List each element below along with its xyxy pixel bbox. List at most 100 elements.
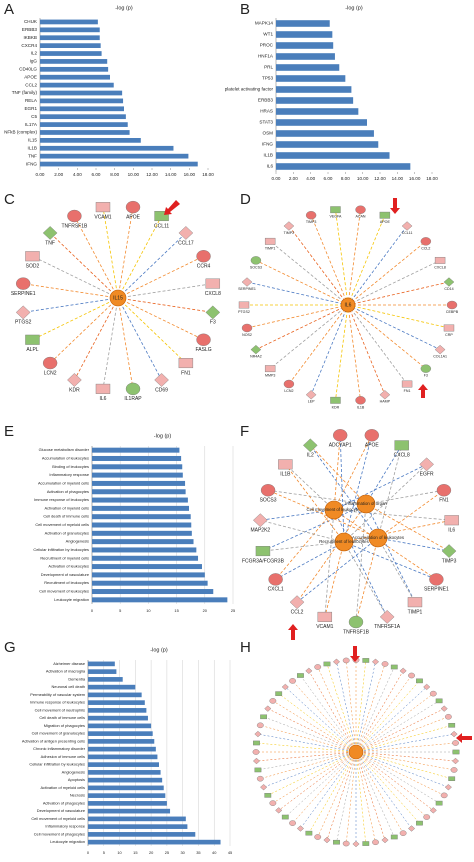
edge	[275, 541, 345, 580]
y-tick-label: Cell movement of myeloid cells	[35, 522, 89, 527]
edge	[262, 537, 379, 552]
x-tick-label: 4.00	[73, 172, 82, 177]
y-tick-label: Angiogenesis	[62, 769, 85, 774]
x-tick-label: 0	[91, 608, 94, 613]
node	[450, 767, 458, 773]
bar	[276, 64, 340, 71]
node-label: CCL11	[402, 231, 413, 235]
edge	[355, 751, 376, 843]
node-label: TIMP1	[408, 610, 423, 616]
edge	[272, 751, 357, 804]
edge	[285, 464, 345, 543]
hub-label: IL6	[345, 302, 352, 308]
chart-title: -log (p)	[345, 5, 363, 11]
edge	[355, 661, 376, 753]
bar	[40, 27, 100, 33]
y-tick-label: TP53	[262, 76, 273, 81]
node	[125, 200, 141, 214]
x-tick-label: 18.00	[426, 176, 438, 181]
edge	[310, 445, 367, 505]
node-label: ADCYAP1	[329, 443, 352, 449]
node-label: HAMP	[380, 400, 391, 404]
bar	[88, 793, 166, 798]
y-tick-label: Activation of myeloid cells	[44, 505, 89, 510]
y-tick-label: Development of vasculature	[41, 572, 89, 577]
node-label: IL1RAP	[124, 396, 142, 402]
node-label: VCAM1	[316, 624, 333, 630]
node	[154, 373, 169, 387]
node-label: IL1B	[280, 472, 291, 478]
panel-label: C	[4, 191, 15, 208]
edge	[343, 541, 437, 580]
node-label: COL1A1	[433, 355, 447, 359]
y-tick-label: platelet activating factor	[225, 87, 274, 92]
bar	[276, 108, 359, 115]
node-label: EGFR	[420, 472, 434, 478]
node	[364, 429, 380, 442]
bar	[88, 824, 188, 829]
node	[269, 800, 277, 806]
edge	[347, 304, 386, 395]
edge	[326, 751, 357, 841]
edge	[333, 463, 427, 511]
node	[330, 396, 341, 404]
edge	[310, 215, 349, 306]
y-tick-label: STAT3	[259, 120, 273, 125]
edge	[355, 751, 449, 788]
y-tick-label: IL6	[267, 164, 274, 169]
edge	[355, 708, 445, 753]
y-tick-label: C5	[31, 114, 37, 119]
node	[435, 800, 443, 806]
y-tick-label: Cell movement of granulocytes	[32, 731, 85, 736]
y-tick-label: Immune response of leukocytes	[30, 700, 85, 705]
y-tick-label: Dementia	[68, 676, 85, 681]
edge	[355, 751, 445, 796]
bar	[40, 161, 198, 167]
y-tick-label: Cellular infiltration by leukocytes	[33, 547, 89, 552]
edge	[335, 209, 349, 306]
node	[42, 356, 58, 370]
x-tick-label: 0	[87, 850, 90, 855]
node	[381, 661, 389, 667]
edge	[272, 700, 357, 753]
panel-label: G	[4, 639, 16, 656]
bar	[92, 489, 186, 495]
node	[419, 457, 434, 472]
node	[178, 358, 194, 369]
bar	[92, 505, 190, 511]
node-label: FN1	[439, 498, 449, 504]
node-label: TIMP3	[306, 220, 317, 224]
edge	[296, 537, 379, 603]
bar	[276, 86, 352, 93]
node	[423, 683, 431, 691]
edge	[309, 445, 379, 539]
arrow	[288, 624, 298, 640]
bar	[92, 589, 214, 595]
edge	[355, 751, 434, 811]
node	[333, 839, 340, 845]
node-label: IL1B	[357, 405, 365, 409]
y-tick-label: EGR1	[24, 106, 37, 111]
edge	[347, 209, 361, 306]
edge	[377, 489, 445, 539]
node	[196, 333, 211, 346]
y-tick-label: NFkB (complex)	[4, 130, 37, 135]
node-label: CCL2	[421, 246, 430, 250]
edge	[365, 489, 444, 505]
panel-label: H	[240, 639, 251, 656]
y-tick-label: Activation of phagocytes	[47, 489, 89, 494]
node-label: CXCL1	[268, 587, 284, 593]
x-tick-label: 5	[119, 608, 121, 613]
y-tick-label: IFNG	[26, 161, 37, 166]
y-tick-label: IFNG	[262, 142, 273, 147]
edge	[347, 304, 427, 369]
x-tick-label: 15	[133, 850, 137, 855]
edge	[117, 297, 187, 364]
node	[67, 209, 82, 223]
node-label: CD69	[155, 387, 168, 393]
panel-label: D	[240, 191, 251, 208]
node-label: VCAM1	[94, 214, 111, 220]
x-tick-label: 16.00	[184, 172, 196, 177]
y-tick-label: Cellular infiltration by leukocytes	[29, 762, 85, 767]
edge	[336, 751, 357, 843]
